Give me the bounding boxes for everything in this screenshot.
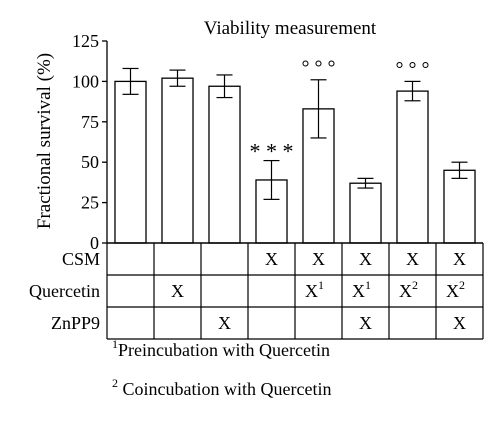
condition-mark: X bbox=[218, 313, 231, 333]
condition-superscript: 1 bbox=[365, 278, 371, 292]
condition-label: Quercetin bbox=[29, 281, 100, 301]
y-tick-label: 100 bbox=[72, 71, 99, 91]
condition-cell: X bbox=[359, 313, 372, 333]
footnote-text: Coincubation with Quercetin bbox=[118, 379, 331, 399]
bar-8 bbox=[443, 169, 476, 244]
condition-mark: X bbox=[446, 281, 459, 301]
condition-cell: X1 bbox=[352, 278, 371, 301]
footnote: 2 Coincubation with Quercetin bbox=[112, 376, 331, 399]
condition-mark: X bbox=[352, 281, 365, 301]
footnotes: 1Preincubation with Quercetin 2 Coincubat… bbox=[112, 337, 331, 399]
condition-cell: X bbox=[312, 249, 325, 269]
condition-superscript: 1 bbox=[318, 278, 324, 292]
chart-title: Viability measurement bbox=[204, 18, 377, 39]
condition-cell: X bbox=[359, 249, 372, 269]
condition-mark: X bbox=[453, 249, 466, 269]
significance-mark-7: ° ° ° bbox=[396, 58, 430, 80]
bar-6 bbox=[349, 182, 382, 244]
condition-mark: X bbox=[359, 313, 372, 333]
y-axis-label: Fractional survival (%) bbox=[34, 53, 55, 229]
bar-3 bbox=[208, 85, 241, 244]
condition-cell: X bbox=[453, 313, 466, 333]
bar-7 bbox=[396, 90, 429, 244]
condition-superscript: 2 bbox=[412, 278, 418, 292]
bars: * * * ° ° ° ° ° ° bbox=[114, 57, 476, 244]
y-tick-label: 75 bbox=[81, 112, 99, 132]
condition-mark: X bbox=[406, 249, 419, 269]
footnote-text: Preincubation with Quercetin bbox=[118, 340, 330, 360]
condition-label: CSM bbox=[62, 249, 100, 269]
condition-cell: X bbox=[453, 249, 466, 269]
condition-mark: X bbox=[171, 281, 184, 301]
bar-2 bbox=[161, 77, 194, 244]
condition-cell: X bbox=[406, 249, 419, 269]
condition-mark: X bbox=[312, 249, 325, 269]
significance-mark-4: * * * bbox=[250, 139, 294, 164]
y-tick-label: 50 bbox=[81, 152, 99, 172]
footnote-mark: 2 bbox=[112, 376, 118, 390]
condition-mark: X bbox=[359, 249, 372, 269]
condition-cell: X bbox=[218, 313, 231, 333]
condition-cell: X2 bbox=[446, 278, 465, 301]
bar-1 bbox=[114, 80, 147, 244]
condition-mark: X bbox=[399, 281, 412, 301]
y-tick-label: 0 bbox=[90, 233, 99, 253]
footnote-mark: 1 bbox=[112, 337, 118, 351]
y-tick-label: 25 bbox=[81, 193, 99, 213]
condition-cell: X bbox=[265, 249, 278, 269]
condition-cell: X2 bbox=[399, 278, 418, 301]
significance-mark-5: ° ° ° bbox=[302, 57, 336, 79]
condition-superscript: 2 bbox=[459, 278, 465, 292]
condition-mark: X bbox=[305, 281, 318, 301]
condition-mark: X bbox=[265, 249, 278, 269]
y-tick-label: 125 bbox=[72, 31, 99, 51]
condition-mark: X bbox=[453, 313, 466, 333]
condition-cell: X bbox=[171, 281, 184, 301]
condition-label: ZnPP9 bbox=[51, 313, 100, 333]
condition-cell: X1 bbox=[305, 278, 324, 301]
footnote: 1Preincubation with Quercetin bbox=[112, 337, 330, 360]
y-axis: 0 25 50 75 100 125 bbox=[72, 31, 108, 253]
